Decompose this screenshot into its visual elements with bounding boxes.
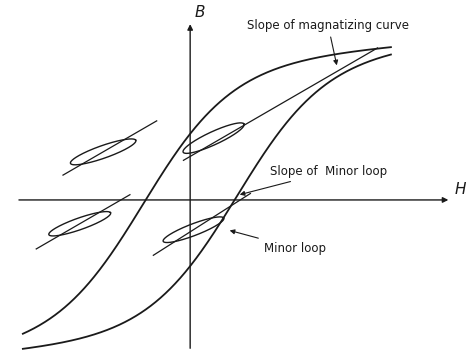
Text: B: B: [195, 5, 205, 20]
Text: H: H: [455, 182, 466, 197]
Text: Slope of  Minor loop: Slope of Minor loop: [241, 165, 388, 195]
Text: Minor loop: Minor loop: [231, 230, 326, 254]
Text: Slope of magnatizing curve: Slope of magnatizing curve: [247, 19, 409, 64]
